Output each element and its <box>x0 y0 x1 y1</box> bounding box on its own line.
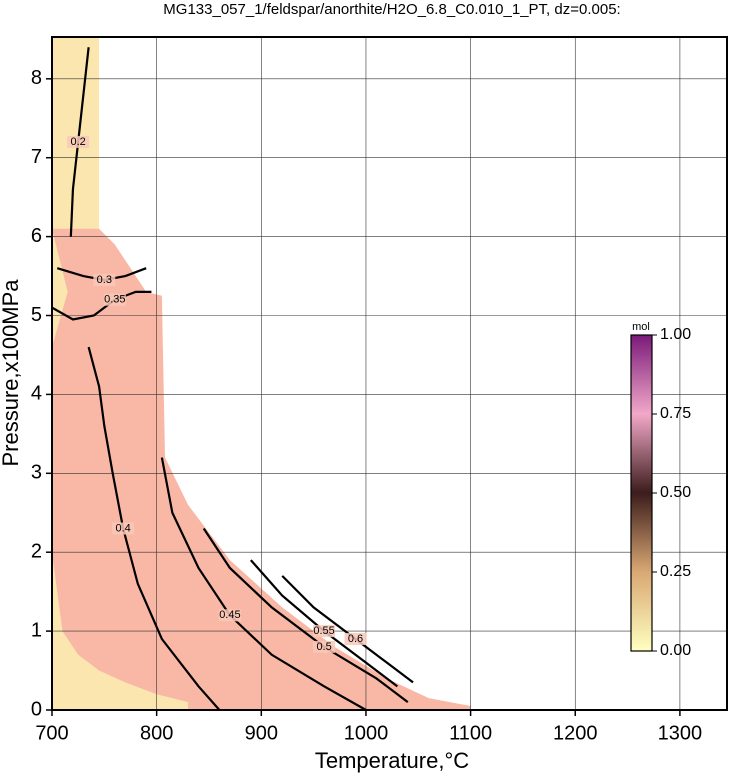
contour-label-bg <box>93 274 116 287</box>
x-tick-label: 900 <box>245 722 278 744</box>
y-tick-label: 4 <box>31 383 42 405</box>
x-tick-label: 700 <box>35 722 68 744</box>
contour-label: 0.4 <box>116 522 131 534</box>
contour-label-bg <box>344 632 367 645</box>
contour-line <box>202 527 409 703</box>
contour-label-bg <box>112 522 135 535</box>
colorbar <box>630 334 653 652</box>
contour-label: 0.35 <box>104 294 125 306</box>
colorbar-tick-label: 0.50 <box>660 484 691 501</box>
x-tick-label: 1200 <box>553 722 598 744</box>
y-tick-label: 1 <box>31 619 42 641</box>
x-tick-label: 800 <box>140 722 173 744</box>
x-tick-label: 1100 <box>449 722 492 744</box>
contour-label-bg <box>67 135 90 148</box>
phase-region <box>52 228 68 348</box>
colorbar-tick-label: 0.75 <box>660 405 691 422</box>
contour-label: 0.45 <box>219 609 240 621</box>
x-tick-label: 1000 <box>344 722 389 744</box>
y-axis-label: Pressure,x100MPa <box>0 279 23 467</box>
contour-label: 0.2 <box>71 136 86 148</box>
y-tick-label: 8 <box>31 67 42 89</box>
plot-frame <box>51 36 728 711</box>
colorbar-unit: mol <box>632 321 650 333</box>
contour-label-bg <box>218 609 241 622</box>
phase-region <box>52 552 189 710</box>
contour-label-bg <box>103 293 126 306</box>
chart-title: MG133_057_1/feldspar/anorthite/H2O_6.8_C… <box>163 1 620 18</box>
colorbar-tick-label: 1.00 <box>660 326 691 343</box>
y-tick-label: 3 <box>31 462 42 484</box>
y-tick-label: 6 <box>31 225 42 247</box>
y-tick-label: 5 <box>31 304 42 326</box>
plot-area: 0.2 0.3 0.35 0.4 0.45 0.5 0.55 0.6 <box>52 37 727 710</box>
contour-line <box>52 290 152 321</box>
contour-label: 0.6 <box>348 633 363 645</box>
y-tick-label: 2 <box>31 540 42 562</box>
colorbar-tick-label: 0.00 <box>660 642 691 659</box>
contour-label: 0.5 <box>316 641 331 653</box>
y-tick-label: 7 <box>31 146 42 168</box>
contour-label-bg <box>313 640 336 653</box>
contour-label: 0.55 <box>313 625 334 637</box>
contour-label-bg <box>313 625 336 638</box>
x-tick-label: 1300 <box>658 722 703 744</box>
contour-label: 0.3 <box>97 274 112 286</box>
colorbar-tick-label: 0.25 <box>660 563 691 580</box>
x-axis-label: Temperature,°C <box>315 748 469 773</box>
y-tick-label: 0 <box>31 698 42 720</box>
